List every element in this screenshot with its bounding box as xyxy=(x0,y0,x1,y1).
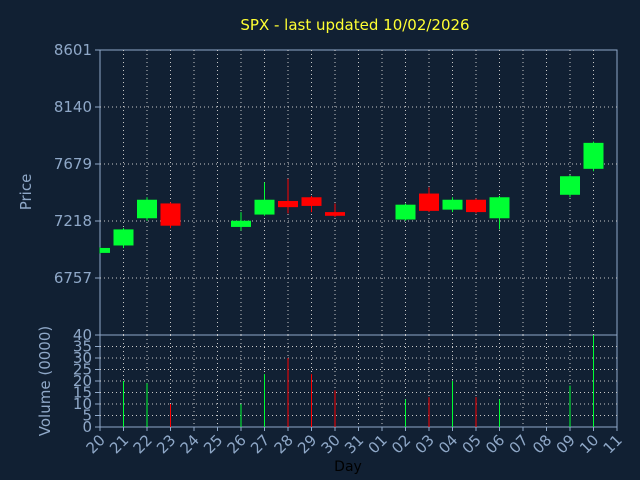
price-tick-label: 8601 xyxy=(54,41,92,59)
candle-body xyxy=(466,199,486,213)
x-tick-label: 27 xyxy=(247,431,273,457)
candle-body xyxy=(231,220,251,227)
candle-body xyxy=(560,176,580,195)
x-tick-label: 11 xyxy=(600,431,626,457)
candle-body xyxy=(583,142,604,169)
x-tick-label: 29 xyxy=(294,431,320,457)
x-tick-label: 06 xyxy=(482,431,508,457)
candle-body xyxy=(442,199,463,210)
gridlines xyxy=(100,50,617,427)
x-axis-label: Day xyxy=(334,459,362,475)
chart-title: SPX - last updated 10/02/2026 xyxy=(240,16,469,34)
candles xyxy=(99,141,604,254)
price-tick-label: 7218 xyxy=(54,212,92,230)
price-tick-labels: 8601 8140 7679 7218 6757 xyxy=(54,41,100,287)
candle-body xyxy=(100,247,110,253)
volume-bars xyxy=(123,335,594,427)
x-tick-label: 01 xyxy=(365,431,391,457)
volume-tick-label: 35 xyxy=(73,338,92,356)
candle-body xyxy=(395,204,416,220)
price-tick-label: 6757 xyxy=(54,269,92,287)
price-axis-label: Price xyxy=(17,174,35,211)
x-tick-label: 25 xyxy=(200,431,226,457)
candle-body xyxy=(325,212,345,216)
x-tick-label: 05 xyxy=(459,431,485,457)
candle-body xyxy=(278,200,298,208)
candle-body xyxy=(301,197,322,206)
volume-axis-label: Volume (0000) xyxy=(36,326,54,436)
candle-body xyxy=(489,197,510,219)
price-panel-frame xyxy=(99,49,618,336)
x-tick-label: 08 xyxy=(529,431,555,457)
x-tick-label: 24 xyxy=(177,431,203,457)
x-tick-label: 04 xyxy=(435,431,461,457)
volume-tick-label: 20 xyxy=(73,372,92,390)
volume-tick-label: 25 xyxy=(73,361,92,379)
x-tick-label: 26 xyxy=(224,431,250,457)
x-tick-label: 28 xyxy=(271,431,297,457)
volume-tick-label: 40 xyxy=(73,326,92,344)
x-tick-label: 07 xyxy=(506,431,532,457)
x-tick-label: 30 xyxy=(318,431,344,457)
volume-tick-label: 10 xyxy=(73,395,92,413)
x-tick-label: 21 xyxy=(106,431,132,457)
volume-tick-label: 0 xyxy=(82,418,92,436)
candle-body xyxy=(419,193,439,211)
candle-body xyxy=(137,199,157,219)
candle-body xyxy=(160,203,181,226)
volume-tick-label: 5 xyxy=(82,407,92,425)
x-tick-label: 22 xyxy=(130,431,156,457)
x-tick-label: 03 xyxy=(412,431,438,457)
price-tick-label: 7679 xyxy=(54,155,92,173)
x-tick-label: 10 xyxy=(576,431,602,457)
volume-tick-label: 15 xyxy=(73,384,92,402)
volume-panel-frame xyxy=(99,334,618,428)
x-tick-labels: 2021222324252627282930310102030405060708… xyxy=(83,427,626,457)
x-tick-label: 23 xyxy=(153,431,179,457)
x-tick-label: 02 xyxy=(388,431,414,457)
price-tick-label: 8140 xyxy=(54,98,92,116)
candle-body xyxy=(254,199,275,215)
x-tick-label: 09 xyxy=(553,431,579,457)
x-tick-label: 31 xyxy=(341,431,367,457)
candle-body xyxy=(113,229,134,246)
volume-tick-label: 30 xyxy=(73,349,92,367)
